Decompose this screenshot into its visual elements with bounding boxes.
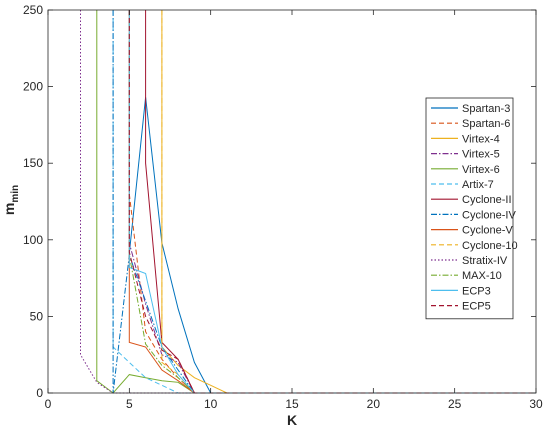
y-axis-label-subscript: min xyxy=(10,185,21,203)
legend-label-virtex-6: Virtex-6 xyxy=(462,164,500,176)
x-tick-label: 20 xyxy=(367,397,381,411)
legend-label-spartan-3: Spartan-3 xyxy=(462,103,510,115)
legend-label-stratix-iv: Stratix-IV xyxy=(462,255,508,267)
x-tick-label: 15 xyxy=(285,397,299,411)
legend-label-ecp3: ECP3 xyxy=(462,285,491,297)
legend-label-virtex-4: Virtex-4 xyxy=(462,133,500,145)
legend-label-artix-7: Artix-7 xyxy=(462,179,494,191)
series-line-cyclone-iv xyxy=(112,10,536,394)
legend-label-cyclone-v: Cyclone-V xyxy=(462,225,513,237)
legend-label-ecp5: ECP5 xyxy=(462,301,491,313)
legend-label-max-10: MAX-10 xyxy=(462,270,502,282)
ticks-layer: 0 5 10 15 20 25 30 0 50 100 150 200 250 xyxy=(23,3,543,411)
y-tick-label: 50 xyxy=(30,309,44,323)
legend: Spartan-3 Spartan-6 Virtex-4 Virtex-5 Virtex… xyxy=(425,97,518,320)
legend-label-virtex-5: Virtex-5 xyxy=(462,149,500,161)
y-tick-label: 200 xyxy=(23,80,43,94)
y-axis-label-main: m xyxy=(1,203,17,215)
legend-label-cyclone-ii: Cyclone-II xyxy=(462,194,512,206)
x-tick-label: 5 xyxy=(126,397,133,411)
y-tick-label: 150 xyxy=(23,156,43,170)
legend-label-spartan-6: Spartan-6 xyxy=(462,118,510,130)
x-tick-label: 30 xyxy=(529,397,543,411)
x-tick-label: 25 xyxy=(448,397,462,411)
y-axis-label: mmin xyxy=(1,185,21,215)
legend-label-cyclone-iv: Cyclone-IV xyxy=(462,209,516,221)
legend-box xyxy=(425,97,514,320)
x-axis-label: K xyxy=(287,412,297,428)
legend-label-cyclone-10: Cyclone-10 xyxy=(462,240,518,252)
y-tick-label: 250 xyxy=(23,3,43,17)
x-tick-label: 10 xyxy=(204,397,218,411)
y-tick-label: 0 xyxy=(36,386,43,400)
y-tick-label: 100 xyxy=(23,233,43,247)
x-tick-label: 0 xyxy=(45,397,52,411)
